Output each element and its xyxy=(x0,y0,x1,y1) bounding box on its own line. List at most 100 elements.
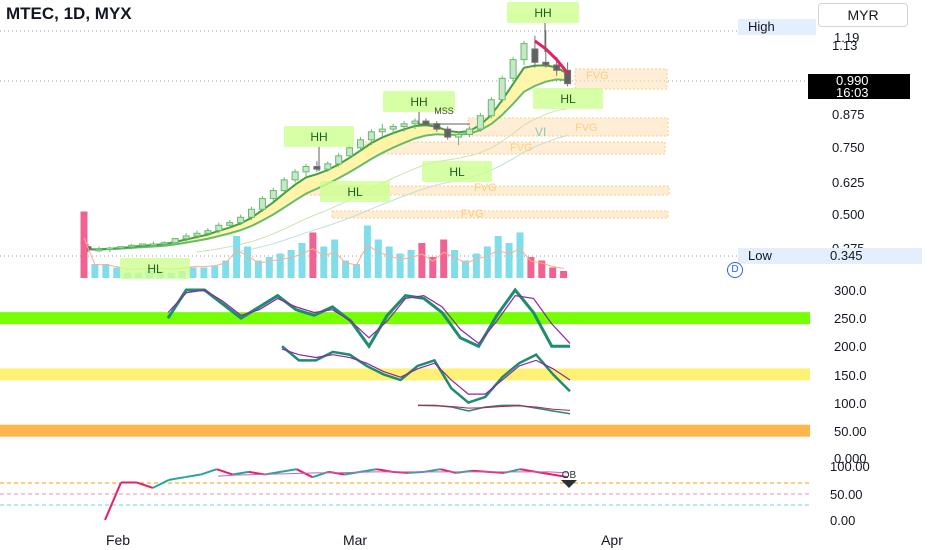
candle-body xyxy=(553,64,561,71)
high-label: High xyxy=(738,19,816,35)
candle-body xyxy=(367,131,375,141)
osc-tick-label: 200.0 xyxy=(834,339,867,354)
volume-bar xyxy=(276,253,284,278)
oscillator-line xyxy=(281,348,571,395)
oscillator-band xyxy=(0,424,810,437)
candle-body xyxy=(466,128,473,135)
candle-body xyxy=(476,115,484,130)
candle-body xyxy=(193,232,201,237)
volume-bar xyxy=(385,246,393,278)
candle-body xyxy=(389,125,397,130)
rsi-line-segment xyxy=(216,468,234,476)
rsi-line-segment xyxy=(232,470,249,476)
currency-button[interactable]: MYR xyxy=(818,3,908,27)
volume-bar xyxy=(483,246,491,278)
time-axis-label: Apr xyxy=(601,532,623,548)
fvg-label: FVG xyxy=(510,142,533,154)
low-value: 0.345 xyxy=(816,248,922,264)
hl-label: HL xyxy=(347,185,363,199)
osc-tick-label: 0.000 xyxy=(834,451,867,466)
candle-body xyxy=(542,61,550,66)
fvg-label: FVG xyxy=(586,70,609,82)
rsi-line-segment xyxy=(136,481,154,489)
hl-label-box xyxy=(422,161,492,182)
high-value: 1.19 xyxy=(834,30,860,45)
volume-bar xyxy=(363,225,371,278)
osc-tick-label: 300.0 xyxy=(834,283,867,298)
rsi-line-segment xyxy=(503,468,521,474)
fvg-zone xyxy=(331,210,669,219)
candle-body xyxy=(302,166,310,173)
price-tick-label: 0.625 xyxy=(832,175,865,190)
volume-bar xyxy=(549,267,557,278)
volume-bar xyxy=(527,257,535,278)
candle-body xyxy=(204,230,212,234)
hl-label: HL xyxy=(560,92,576,106)
vi-label: VI xyxy=(535,125,546,139)
candle-body xyxy=(411,120,419,125)
volume-bar xyxy=(342,260,350,278)
hh-label: HH xyxy=(310,130,327,144)
bar-countdown: 16:03 xyxy=(836,85,869,100)
hh-label-box xyxy=(284,126,354,147)
fvg-label: FVG xyxy=(461,208,484,220)
fvg-label: FVG xyxy=(474,182,497,194)
volume-bar xyxy=(396,253,404,278)
pullback-line xyxy=(534,39,569,74)
dividend-marker-icon[interactable]: D xyxy=(727,262,743,278)
volume-bar xyxy=(309,232,317,278)
rsi-line-segment xyxy=(104,482,122,521)
candle-body xyxy=(422,120,430,125)
candle-body xyxy=(128,244,136,248)
oscillator-line xyxy=(167,289,571,345)
hh-label-box xyxy=(383,91,455,112)
candle-body xyxy=(248,208,255,218)
volume-bar xyxy=(211,265,219,278)
volume-bar xyxy=(538,260,546,278)
volume-bar xyxy=(222,260,230,278)
hl-label: HL xyxy=(147,262,163,276)
candle-body xyxy=(280,179,288,192)
volume-bar xyxy=(353,264,360,278)
rsi-line-segment xyxy=(360,468,377,473)
candle-body xyxy=(215,224,223,232)
candle-body xyxy=(139,243,146,246)
candle-body xyxy=(433,123,441,130)
oscillator-pane-1 xyxy=(166,287,571,415)
osc2-tick-label: 100.00 xyxy=(830,459,870,474)
volume-bar xyxy=(429,257,437,278)
mss-label: MSS xyxy=(434,106,454,116)
hh-label-box xyxy=(507,2,579,23)
last-price-badge: 0.990 16:03 xyxy=(808,74,910,99)
rsi-line-segment xyxy=(440,468,457,474)
candle-body xyxy=(487,99,495,117)
price-tick-label: 0.750 xyxy=(832,140,865,155)
candle-body xyxy=(509,59,517,79)
volume-bar xyxy=(505,243,513,278)
symbol-title: MTEC, 1D, MYX xyxy=(6,4,132,23)
candle-body xyxy=(324,163,332,170)
time-axis-label: Feb xyxy=(106,532,130,548)
volume-bar xyxy=(80,211,88,278)
ma-line xyxy=(240,135,568,252)
hl-label: HL xyxy=(449,165,465,179)
rsi-line-segment xyxy=(551,473,569,479)
candle-body xyxy=(400,123,408,127)
osc-tick-label: 250.0 xyxy=(834,311,867,326)
candle-body xyxy=(455,133,463,138)
ob-marker-icon xyxy=(561,480,577,488)
rsi-line-segment xyxy=(168,476,185,481)
price-tick-label: 1.13 xyxy=(832,38,857,53)
price-pane: HH HH HH HL HL HL HL MSS xyxy=(80,2,603,279)
rsi-signal-line xyxy=(217,471,569,477)
time-axis: Feb Mar Apr xyxy=(106,532,623,548)
rsi-line-segment xyxy=(152,478,170,489)
candle-body xyxy=(269,190,277,200)
candle-body xyxy=(520,43,528,61)
volume-bar xyxy=(407,250,415,278)
volume-bar xyxy=(265,257,273,278)
volume-bar xyxy=(254,260,262,278)
oscillator-pane-2: OB xyxy=(104,468,577,521)
candle-body xyxy=(171,238,179,244)
